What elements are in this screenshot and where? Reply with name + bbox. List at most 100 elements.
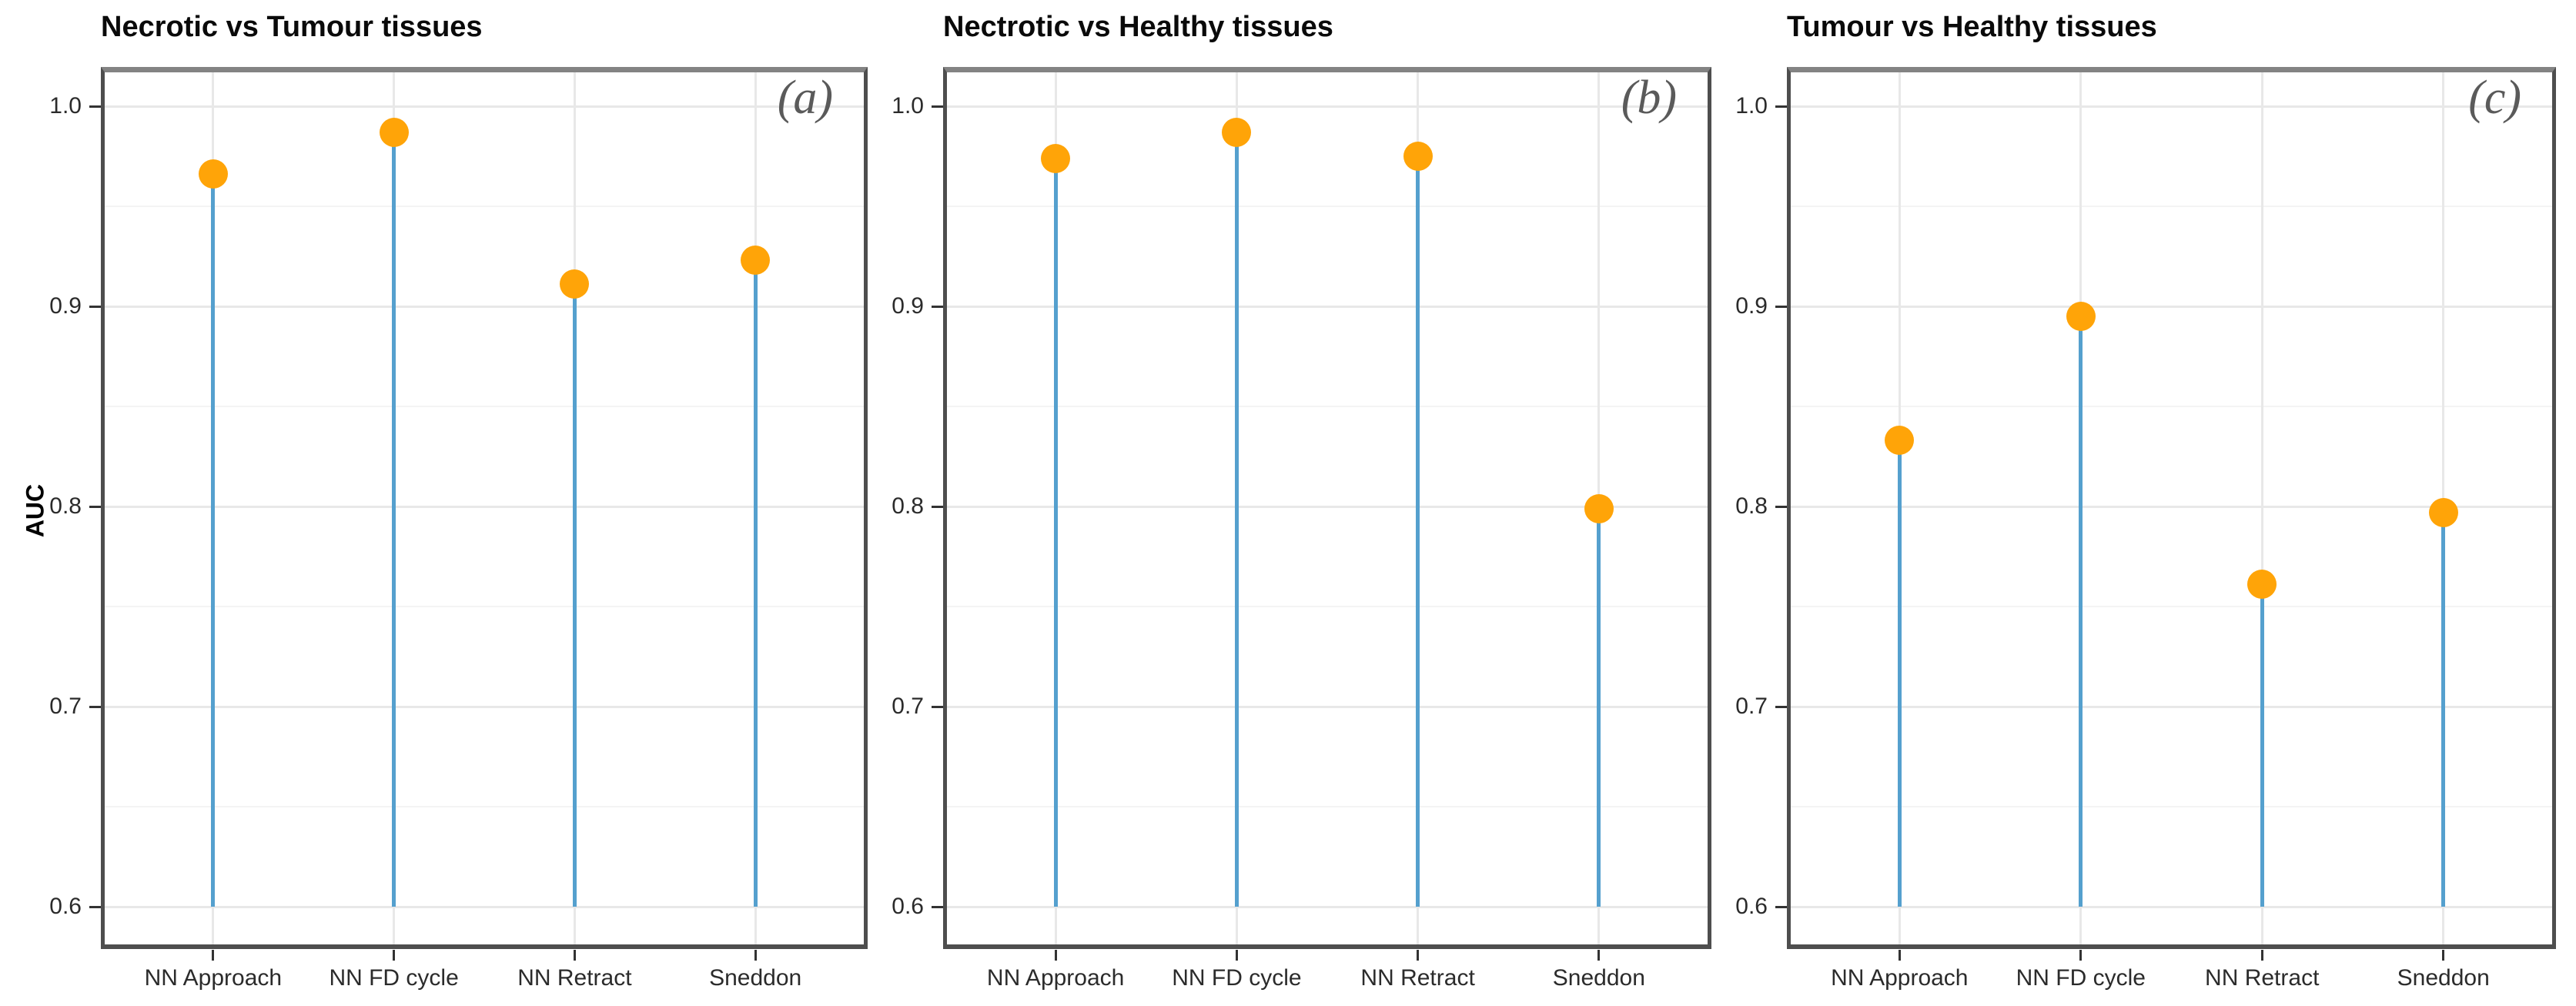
gridline-major-h (947, 905, 1708, 908)
panel-title: Nectrotic vs Healthy tissues (943, 11, 1333, 43)
gridline-major-h (105, 705, 864, 708)
panel-letter-label: (c) (2468, 72, 2521, 124)
gridline-minor-h (1791, 406, 2552, 407)
gridline-major-h (1791, 505, 2552, 508)
stem (2260, 584, 2264, 907)
data-point (2428, 497, 2458, 527)
gridline-minor-h (1791, 606, 2552, 607)
panel-letter-label: (a) (777, 72, 833, 124)
x-tick-mark (2079, 950, 2083, 961)
x-tick-mark (573, 950, 576, 961)
x-tick-label: NN Retract (1360, 965, 1475, 991)
x-tick-mark (1898, 950, 1901, 961)
gridline-major-h (947, 505, 1708, 508)
gridline-major-h (947, 105, 1708, 108)
y-tick-label: 0.7 (892, 694, 924, 719)
data-point (1885, 426, 1915, 456)
x-tick-label: Sneddon (2397, 965, 2490, 991)
plot-box (101, 67, 868, 949)
gridline-major-h (947, 305, 1708, 308)
stem (2441, 512, 2446, 907)
y-tick-mark (89, 105, 101, 108)
stem (392, 132, 396, 907)
data-point (198, 159, 228, 189)
stem (2079, 316, 2083, 907)
gridline-minor-h (105, 606, 864, 607)
plot-box (943, 67, 1711, 949)
panel-title: Necrotic vs Tumour tissues (101, 11, 483, 43)
gridline-major-h (105, 505, 864, 508)
x-tick-mark (1417, 950, 1420, 961)
x-tick-mark (1054, 950, 1057, 961)
y-tick-label: 0.7 (49, 694, 82, 719)
y-tick-label: 0.9 (49, 293, 82, 319)
x-tick-mark (2260, 950, 2263, 961)
y-tick-label: 0.8 (1735, 493, 1768, 519)
stem (572, 284, 577, 907)
gridline-minor-h (1791, 206, 2552, 207)
gridline-major-h (1791, 105, 2552, 108)
y-tick-label: 0.9 (1735, 293, 1768, 319)
y-tick-mark (1775, 905, 1787, 908)
x-tick-label: Sneddon (1552, 965, 1645, 991)
x-tick-label: NN FD cycle (2016, 965, 2146, 991)
stem (1597, 508, 1601, 907)
y-tick-label: 0.8 (49, 493, 82, 519)
x-tick-label: NN Retract (517, 965, 632, 991)
x-tick-mark (393, 950, 396, 961)
stem (211, 174, 216, 907)
gridline-major-h (1791, 705, 2552, 708)
y-tick-mark (932, 305, 943, 308)
data-point (1584, 493, 1614, 523)
y-tick-mark (932, 105, 943, 108)
gridline-minor-h (105, 206, 864, 207)
gridline-minor-h (947, 406, 1708, 407)
gridline-minor-h (1791, 806, 2552, 807)
y-tick-label: 0.6 (1735, 894, 1768, 919)
x-tick-label: NN Approach (1831, 965, 1969, 991)
gridline-major-h (105, 905, 864, 908)
y-tick-label: 1.0 (49, 93, 82, 119)
y-tick-label: 0.9 (892, 293, 924, 319)
x-tick-mark (754, 950, 757, 961)
y-tick-mark (1775, 705, 1787, 708)
gridline-major-v (2260, 72, 2263, 944)
x-tick-label: NN FD cycle (1172, 965, 1302, 991)
y-tick-mark (89, 305, 101, 308)
y-tick-mark (89, 905, 101, 908)
data-point (1222, 117, 1252, 147)
panel-title: Tumour vs Healthy tissues (1787, 11, 2157, 43)
gridline-major-h (105, 305, 864, 308)
data-point (1403, 142, 1433, 171)
y-tick-mark (1775, 105, 1787, 108)
stem (1234, 132, 1239, 907)
y-tick-mark (932, 705, 943, 708)
data-point (1041, 143, 1071, 173)
gridline-major-h (105, 105, 864, 108)
y-tick-label: 0.8 (892, 493, 924, 519)
stem (1416, 156, 1420, 907)
y-tick-mark (932, 505, 943, 508)
y-tick-mark (932, 905, 943, 908)
y-tick-mark (1775, 305, 1787, 308)
gridline-minor-h (947, 606, 1708, 607)
x-tick-mark (2442, 950, 2445, 961)
y-tick-label: 0.7 (1735, 694, 1768, 719)
data-point (741, 246, 771, 276)
gridline-major-h (1791, 905, 2552, 908)
data-point (560, 269, 590, 299)
gridline-minor-h (105, 806, 864, 807)
x-tick-label: NN Retract (2205, 965, 2320, 991)
data-point (2247, 570, 2277, 600)
x-tick-label: NN Approach (986, 965, 1125, 991)
y-tick-label: 1.0 (1735, 93, 1768, 119)
y-tick-mark (89, 705, 101, 708)
x-tick-label: NN Approach (144, 965, 283, 991)
data-point (2066, 302, 2096, 331)
data-point (379, 117, 409, 147)
y-tick-label: 0.6 (49, 894, 82, 919)
gridline-major-h (947, 705, 1708, 708)
stem (753, 260, 758, 907)
gridline-minor-h (947, 206, 1708, 207)
